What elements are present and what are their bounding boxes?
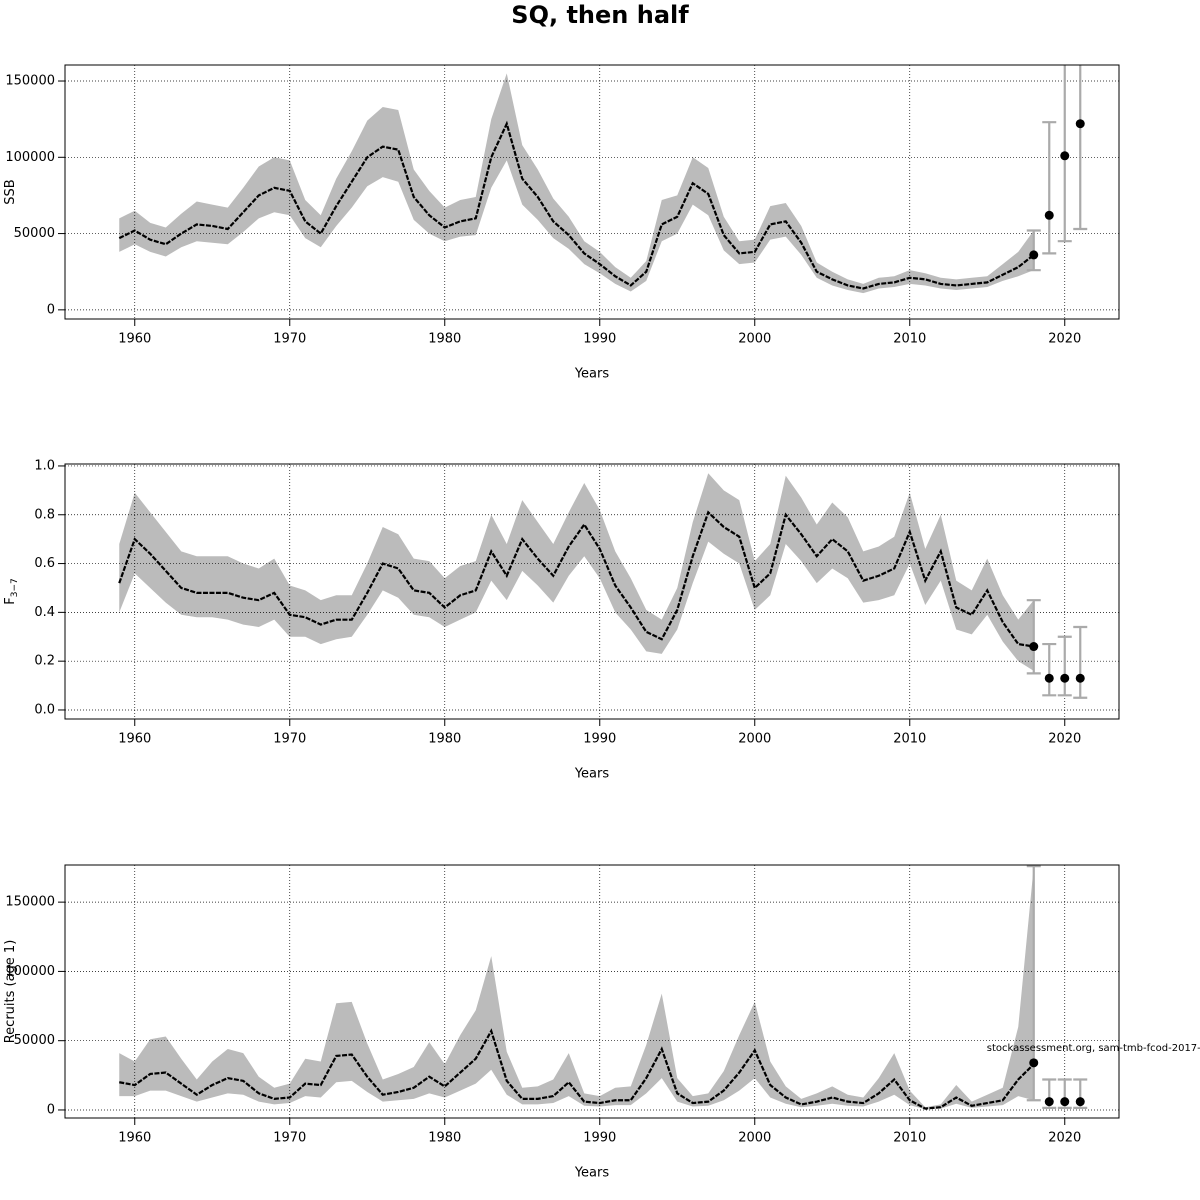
- plot-frame: [64, 463, 1120, 720]
- x-tick-label: 1980: [428, 732, 461, 747]
- plot-area: [65, 464, 1119, 719]
- y-tick-label: 100000: [5, 150, 55, 165]
- y-axis-label: F3−7: [3, 578, 20, 604]
- x-tick-label: 2020: [1048, 332, 1081, 347]
- x-tick-label: 1960: [118, 1131, 151, 1146]
- error-bar: [1073, 65, 1088, 231]
- y-tick-label: 1.0: [34, 458, 55, 473]
- y-axis-label-text: F: [3, 597, 18, 604]
- figure-title: SQ, then half: [511, 1, 689, 29]
- forecast-point: [1029, 1058, 1039, 1068]
- forecast-point: [1075, 119, 1085, 129]
- y-tick-label: 150000: [5, 895, 55, 910]
- x-tick-label: 1970: [273, 1131, 306, 1146]
- forecast-point: [1075, 673, 1085, 683]
- y-tick-label: 50000: [14, 1033, 55, 1048]
- forecast-point: [1029, 250, 1039, 260]
- y-tick-label: 0.8: [34, 507, 55, 522]
- x-tick-label: 1960: [118, 732, 151, 747]
- x-tick-label: 1990: [583, 332, 616, 347]
- y-axis-label-subscript: 3−7: [10, 578, 20, 597]
- y-tick-label: 0.2: [34, 654, 55, 669]
- forecast-point: [1060, 673, 1070, 683]
- error-bar: [1042, 642, 1057, 697]
- error-bar: [1057, 635, 1072, 697]
- confidence-band: [119, 473, 1034, 671]
- estimate-line: [118, 510, 1034, 648]
- plot-frame: [64, 64, 1120, 320]
- y-axis-label: SSB: [3, 179, 18, 204]
- x-tick-label: 2000: [738, 1131, 771, 1146]
- x-tick-label: 2010: [893, 332, 926, 347]
- x-tick-label: 1990: [583, 1131, 616, 1146]
- error-bar: [1026, 229, 1041, 272]
- forecast-point: [1044, 210, 1054, 220]
- confidence-band: [119, 866, 1034, 1110]
- x-tick-label: 1990: [583, 732, 616, 747]
- x-tick-label: 2020: [1048, 732, 1081, 747]
- x-tick-label: 1960: [118, 332, 151, 347]
- error-bar: [1042, 121, 1057, 255]
- plot-frame: [64, 864, 1120, 1119]
- y-tick-label: 150000: [5, 74, 55, 89]
- y-tick-label: 0.6: [34, 556, 55, 571]
- x-tick-label: 2000: [738, 332, 771, 347]
- forecast-point: [1075, 1097, 1085, 1107]
- y-axis-label-text: SSB: [3, 179, 18, 204]
- x-tick-label: 2000: [738, 732, 771, 747]
- confidence-band: [119, 73, 1034, 294]
- y-axis-label-text: Recruits (age 1): [3, 940, 18, 1044]
- forecast-point: [1060, 1097, 1070, 1107]
- x-tick-label: 2010: [893, 1131, 926, 1146]
- error-bar: [1026, 599, 1041, 675]
- x-axis-label: Years: [574, 1166, 610, 1181]
- plot-area: [65, 65, 1119, 319]
- estimate-line: [119, 1028, 1035, 1110]
- y-tick-label: 0: [47, 302, 55, 317]
- forecast-point: [1044, 673, 1054, 683]
- forecast-point: [1060, 151, 1070, 161]
- forecast-point: [1029, 642, 1039, 652]
- x-tick-label: 1970: [273, 732, 306, 747]
- x-axis-label: Years: [574, 767, 610, 782]
- x-tick-label: 2010: [893, 732, 926, 747]
- y-tick-label: 100000: [5, 964, 55, 979]
- error-bar: [1073, 625, 1088, 699]
- annotation: stockassessment.org, sam-tmb-fcod-2017-0…: [987, 1043, 1200, 1054]
- plot-area: [65, 865, 1119, 1118]
- y-axis-label: Recruits (age 1): [3, 940, 18, 1044]
- x-tick-label: 1970: [273, 332, 306, 347]
- x-tick-label: 1980: [428, 1131, 461, 1146]
- forecast-point: [1044, 1097, 1054, 1107]
- x-tick-label: 2020: [1048, 1131, 1081, 1146]
- estimate-line: [118, 120, 1035, 290]
- y-tick-label: 0.0: [34, 702, 55, 717]
- x-tick-label: 1980: [428, 332, 461, 347]
- y-tick-label: 0.4: [34, 605, 55, 620]
- y-tick-label: 50000: [14, 226, 55, 241]
- x-axis-label: Years: [574, 367, 610, 382]
- error-bar: [1057, 65, 1072, 243]
- y-tick-label: 0: [47, 1102, 55, 1117]
